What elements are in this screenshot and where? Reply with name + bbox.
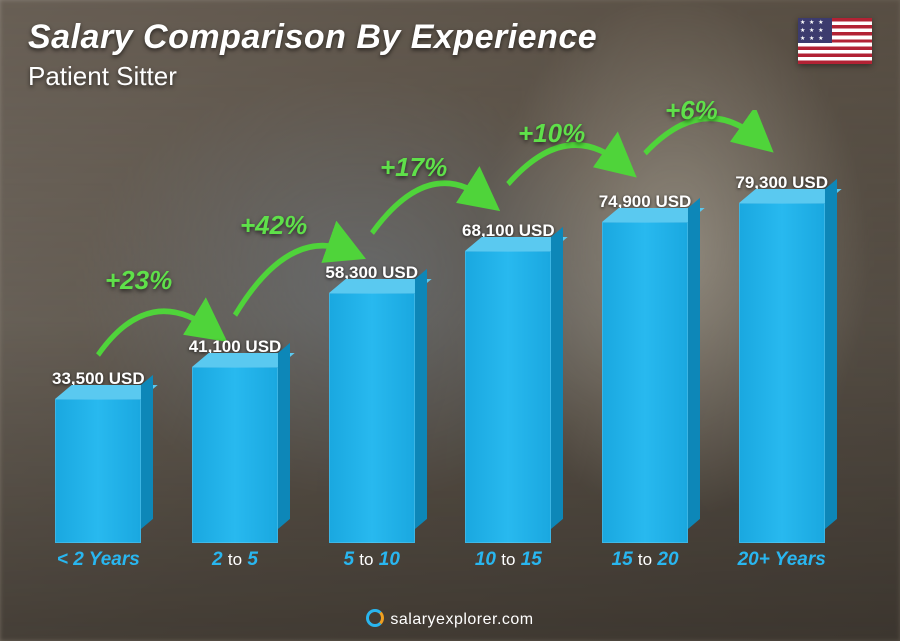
- bar: [329, 293, 415, 543]
- chart-area: +23% +42% +17% +10% +6% 33,500 USD 41,10…: [30, 110, 850, 581]
- logo-icon: [366, 609, 384, 627]
- bar-side-face: [551, 227, 563, 529]
- x-axis-labels: < 2 Years 2 to 5 5 to 10 10 to 15 15 to …: [30, 549, 850, 581]
- x-label: < 2 Years: [30, 549, 167, 581]
- x-label: 20+ Years: [713, 549, 850, 581]
- x-label: 15 to 20: [577, 549, 714, 581]
- x-label: 5 to 10: [303, 549, 440, 581]
- bar-front-face: [739, 203, 825, 543]
- bar-front-face: [465, 251, 551, 543]
- pct-label: +10%: [518, 118, 585, 149]
- arc-5: [645, 118, 762, 153]
- pct-label: +6%: [665, 95, 718, 126]
- bar-side-face: [278, 343, 290, 529]
- country-flag-us: [798, 18, 872, 64]
- bar-front-face: [329, 293, 415, 543]
- bar-slot: 41,100 USD: [167, 163, 304, 543]
- chart-subtitle: Patient Sitter: [28, 61, 597, 92]
- bar-slot: 68,100 USD: [440, 163, 577, 543]
- bar-front-face: [55, 399, 141, 543]
- footer: salaryexplorer.com: [0, 609, 900, 629]
- bar-side-face: [688, 198, 700, 529]
- bars-row: 33,500 USD 41,100 USD 58,300 USD: [30, 163, 850, 543]
- bar-slot: 74,900 USD: [577, 163, 714, 543]
- footer-text: salaryexplorer.com: [390, 611, 533, 628]
- bar: [192, 367, 278, 543]
- bar: [739, 203, 825, 543]
- title-block: Salary Comparison By Experience Patient …: [28, 18, 597, 92]
- bar-front-face: [192, 367, 278, 543]
- bar: [465, 251, 551, 543]
- bar-front-face: [602, 222, 688, 543]
- chart-container: Salary Comparison By Experience Patient …: [0, 0, 900, 641]
- header: Salary Comparison By Experience Patient …: [28, 18, 872, 92]
- chart-title: Salary Comparison By Experience: [28, 18, 597, 57]
- bar-side-face: [141, 375, 153, 529]
- bar-side-face: [415, 269, 427, 529]
- x-label: 10 to 15: [440, 549, 577, 581]
- bar-slot: 58,300 USD: [303, 163, 440, 543]
- bar: [55, 399, 141, 543]
- bar: [602, 222, 688, 543]
- x-label: 2 to 5: [167, 549, 304, 581]
- bar-side-face: [825, 179, 837, 529]
- bar-slot: 33,500 USD: [30, 163, 167, 543]
- bar-slot: 79,300 USD: [713, 163, 850, 543]
